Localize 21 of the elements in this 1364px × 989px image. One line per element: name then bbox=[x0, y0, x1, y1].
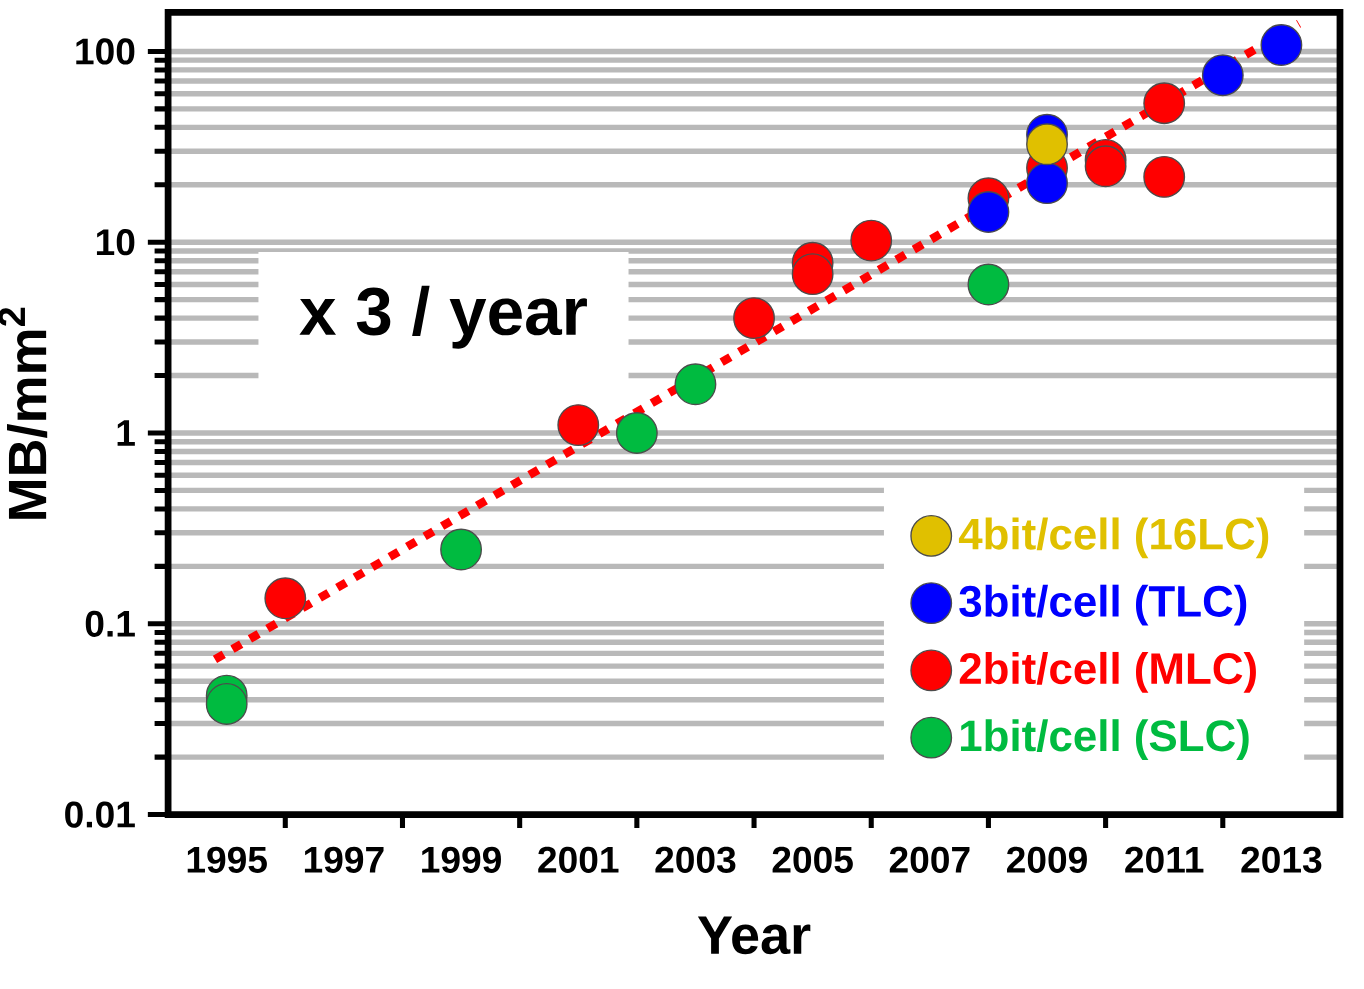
x-tick-label: 1999 bbox=[422, 846, 501, 873]
legend-label: 3bit/cell (TLC) bbox=[959, 584, 1247, 626]
x-tick-label: 2013 bbox=[1241, 846, 1322, 873]
y-tick-label: 0.1 bbox=[85, 610, 135, 637]
legend-label: 2bit/cell (MLC) bbox=[959, 651, 1256, 693]
y-tick-label: 1 bbox=[117, 420, 135, 446]
legend-label: 4bit/cell (16LC) bbox=[958, 517, 1269, 559]
x-tick-label: 2007 bbox=[889, 846, 970, 873]
x-tick-label: 2001 bbox=[538, 846, 619, 873]
x-tick-label: 2009 bbox=[1006, 846, 1087, 873]
y-tick-label: 10 bbox=[96, 228, 135, 256]
x-axis-title: Year bbox=[697, 916, 811, 955]
y-tick-label: 0.01 bbox=[65, 801, 135, 828]
x-tick-label: 1995 bbox=[187, 846, 267, 873]
x-tick-label: 1997 bbox=[304, 846, 384, 873]
x-tick-label: 2005 bbox=[772, 846, 853, 873]
x-tick-label: 2003 bbox=[655, 846, 736, 873]
annotation: x 3 / year bbox=[299, 285, 587, 349]
legend-label: 1bit/cell (SLC) bbox=[960, 718, 1249, 760]
x-tick-label: 2011 bbox=[1125, 846, 1204, 873]
y-tick-label: 100 bbox=[76, 38, 135, 65]
